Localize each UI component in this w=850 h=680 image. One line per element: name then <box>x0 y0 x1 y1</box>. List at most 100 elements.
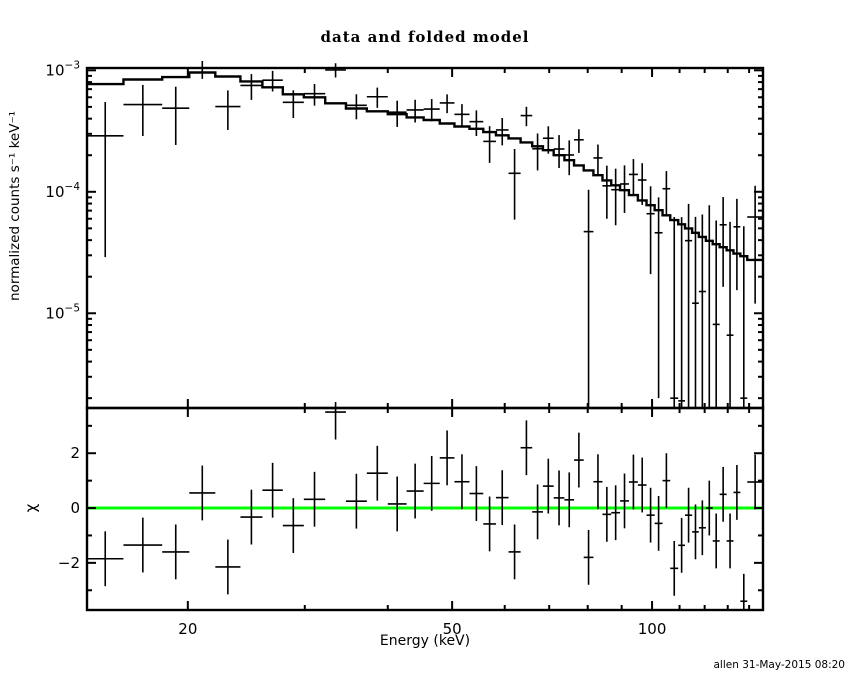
x-axis-label: Energy (keV) <box>379 633 471 649</box>
data-point <box>620 165 629 213</box>
residual-point <box>508 524 521 580</box>
residual-point <box>646 487 655 543</box>
x-tick-label: 50 <box>443 620 462 638</box>
residual-point <box>611 485 621 541</box>
data-point <box>240 74 263 100</box>
residual-point <box>726 513 734 569</box>
residual-point <box>712 513 720 569</box>
residual-point <box>469 466 484 521</box>
residual-point <box>262 462 283 518</box>
residual-point <box>303 471 326 527</box>
residual-point <box>602 486 612 542</box>
spectrum-panel-content <box>87 61 763 408</box>
residual-point <box>542 458 554 514</box>
residual-point <box>553 470 565 526</box>
data-point <box>532 133 543 171</box>
residual-point <box>406 463 424 519</box>
data-point <box>740 226 748 408</box>
data-point <box>719 197 727 287</box>
residual-point <box>705 480 713 536</box>
chi-tick-label: 0 <box>70 499 80 517</box>
data-point <box>262 70 283 92</box>
residual-point <box>637 457 647 513</box>
residual-point <box>698 500 706 556</box>
residual-point <box>387 476 407 532</box>
panel-borders <box>85 66 765 612</box>
y-tick-label: 10−3 <box>45 59 80 79</box>
residual-point <box>282 498 304 553</box>
data-point <box>564 140 575 176</box>
data-point <box>87 101 124 258</box>
data-point <box>646 186 655 275</box>
data-point <box>303 83 326 106</box>
data-point <box>593 144 603 176</box>
data-point <box>542 126 554 154</box>
residual-point <box>583 529 594 585</box>
data-point <box>670 217 679 408</box>
residual-point <box>423 455 440 511</box>
residual-point <box>454 454 470 510</box>
residual-point <box>678 517 686 573</box>
residual-point <box>662 453 671 509</box>
residual-point <box>747 454 763 510</box>
data-point <box>628 159 638 197</box>
residual-point <box>685 487 693 543</box>
residual-point <box>719 466 727 522</box>
data-point <box>637 163 647 205</box>
residual-point <box>495 470 509 526</box>
y-tick-label: 10−5 <box>45 302 80 322</box>
y-axis-label-spectrum: normalized counts s⁻¹ keV⁻¹ <box>7 111 23 301</box>
data-point <box>123 84 163 136</box>
plot-title: data and folded model <box>320 28 530 46</box>
data-point <box>520 106 533 127</box>
residual-data-points <box>87 402 763 610</box>
data-point <box>325 63 346 78</box>
residual-point <box>574 432 584 488</box>
data-point <box>611 168 621 226</box>
data-point <box>282 90 304 119</box>
data-point <box>483 126 496 163</box>
residual-point <box>215 539 241 595</box>
data-point <box>678 217 686 408</box>
residual-point <box>162 524 190 580</box>
data-point <box>705 205 713 408</box>
y-axis-label-chi: χ <box>22 503 40 513</box>
residual-point <box>564 472 575 528</box>
residual-point <box>123 517 163 573</box>
residual-point <box>520 420 533 476</box>
residual-point <box>483 496 496 552</box>
data-point <box>553 135 565 168</box>
data-point <box>423 99 440 122</box>
tick-labels: 20 50 100 10−3 10−4 10−5 −2 0 2 <box>45 59 666 638</box>
residual-point <box>740 573 748 610</box>
data-point <box>162 86 190 145</box>
chi-tick-label: 2 <box>70 444 80 462</box>
residual-point <box>439 430 455 486</box>
data-point <box>406 99 424 123</box>
residual-point <box>654 495 663 551</box>
residual-point <box>240 489 263 545</box>
data-point <box>692 216 699 408</box>
residual-point <box>189 465 216 521</box>
residual-point <box>593 454 603 510</box>
data-point <box>454 104 470 128</box>
spectrum-data-points <box>87 61 763 408</box>
data-point <box>698 214 706 408</box>
residual-point <box>692 504 699 560</box>
data-point <box>215 90 241 130</box>
axis-ticks <box>87 68 763 610</box>
residual-point <box>366 445 388 501</box>
credit-timestamp: allen 31-May-2015 08:20 <box>713 659 845 671</box>
data-point <box>583 189 594 408</box>
data-point <box>662 171 671 216</box>
residual-point <box>670 540 679 596</box>
residual-panel-content <box>87 402 763 610</box>
data-point <box>747 185 763 304</box>
data-point <box>685 203 693 408</box>
chi-tick-label: −2 <box>58 554 80 572</box>
y-tick-label: 10−4 <box>45 181 80 201</box>
data-point <box>602 165 612 219</box>
folded-model-histogram <box>87 71 763 262</box>
